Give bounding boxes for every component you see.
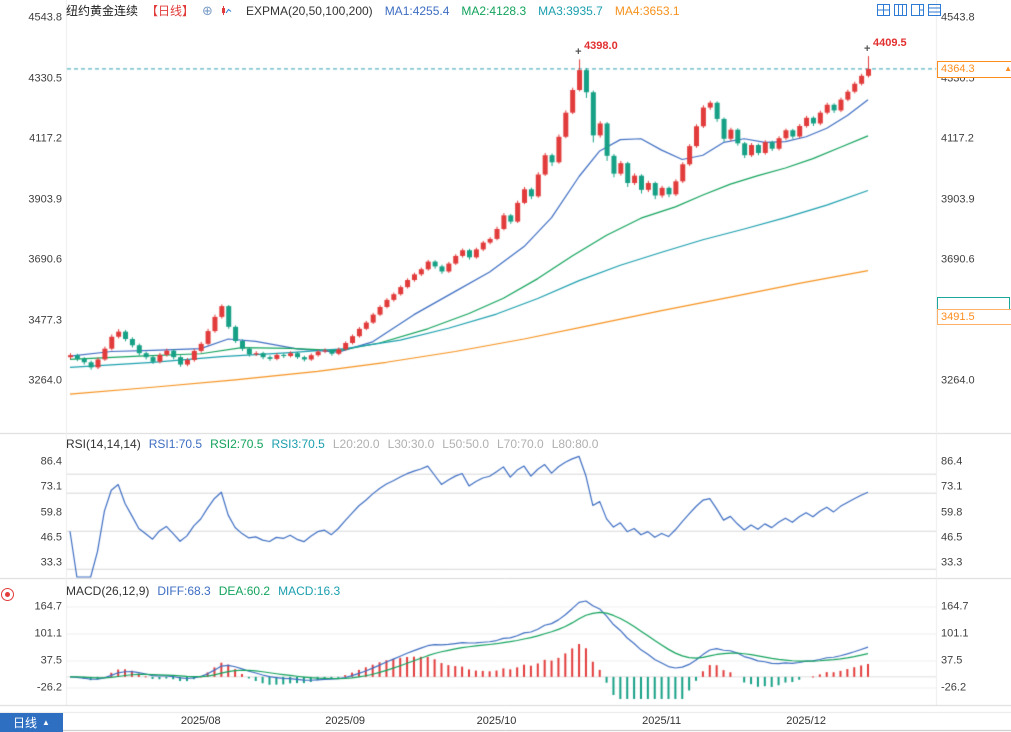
current-price-tag: 4364.3 ▲	[937, 60, 1011, 78]
red-badge-icon[interactable]	[1, 588, 14, 601]
rsi-l30-label: L30:30.0	[387, 437, 435, 451]
rsi-l20-label: L20:20.0	[332, 437, 380, 451]
macd-panel-header: MACD(26,12,9) DIFF:68.3 DEA:60.2 MACD:16…	[66, 585, 340, 597]
secondary-price-value: 3491.5	[941, 310, 975, 323]
macd-diff-value: DIFF:68.3	[157, 584, 211, 598]
secondary-price-tag: 3491.5	[937, 309, 1011, 326]
macd-bar-value: MACD:16.3	[278, 584, 341, 598]
symbol-title[interactable]: 纽约黄金连续	[66, 3, 139, 18]
macd-title: MACD(26,12,9)	[66, 584, 150, 598]
layout-grid-2x2-icon[interactable]	[877, 4, 890, 16]
current-price-value: 4364.3	[941, 62, 975, 75]
rsi1-value: RSI1:70.5	[148, 437, 203, 451]
period-selector[interactable]: 日线 ▲	[0, 713, 63, 732]
indicator-title: EXPMA(20,50,100,200)	[245, 3, 373, 18]
rsi2-value: RSI2:70.5	[210, 437, 264, 451]
rsi-l80-label: L80:80.0	[551, 437, 599, 451]
rsi3-value: RSI3:70.5	[271, 437, 325, 451]
mini-candle-chart-icon	[221, 5, 232, 16]
ma2-value: MA2:4128.3	[461, 3, 527, 18]
main-chart-header: 纽约黄金连续 【日线】 ⊕ EXPMA(20,50,100,200) MA1:4…	[66, 4, 680, 17]
period-label: 日线	[13, 715, 38, 730]
price-up-arrow-icon: ▲	[1004, 64, 1011, 74]
ma1-value: MA1:4255.4	[384, 3, 450, 18]
add-indicator-icon[interactable]: ⊕	[202, 3, 213, 18]
period-tag: 【日线】	[146, 3, 195, 18]
layout-split-right-icon[interactable]	[911, 4, 924, 16]
rsi-l70-label: L70:70.0	[497, 437, 544, 451]
rsi-title: RSI(14,14,14)	[66, 437, 141, 451]
ma4-value: MA4:3653.1	[614, 3, 680, 18]
layout-columns-icon[interactable]	[894, 4, 907, 16]
rsi-l50-label: L50:50.0	[442, 437, 489, 451]
period-up-arrow-icon: ▲	[42, 717, 50, 727]
rsi-panel-header: RSI(14,14,14) RSI1:70.5 RSI2:70.5 RSI3:7…	[66, 438, 598, 450]
secondary-price-tag-empty	[937, 297, 1010, 310]
layout-icons-group	[877, 4, 941, 16]
macd-dea-value: DEA:60.2	[218, 584, 271, 598]
layout-rows-icon[interactable]	[928, 4, 941, 16]
ma3-value: MA3:3935.7	[538, 3, 603, 18]
